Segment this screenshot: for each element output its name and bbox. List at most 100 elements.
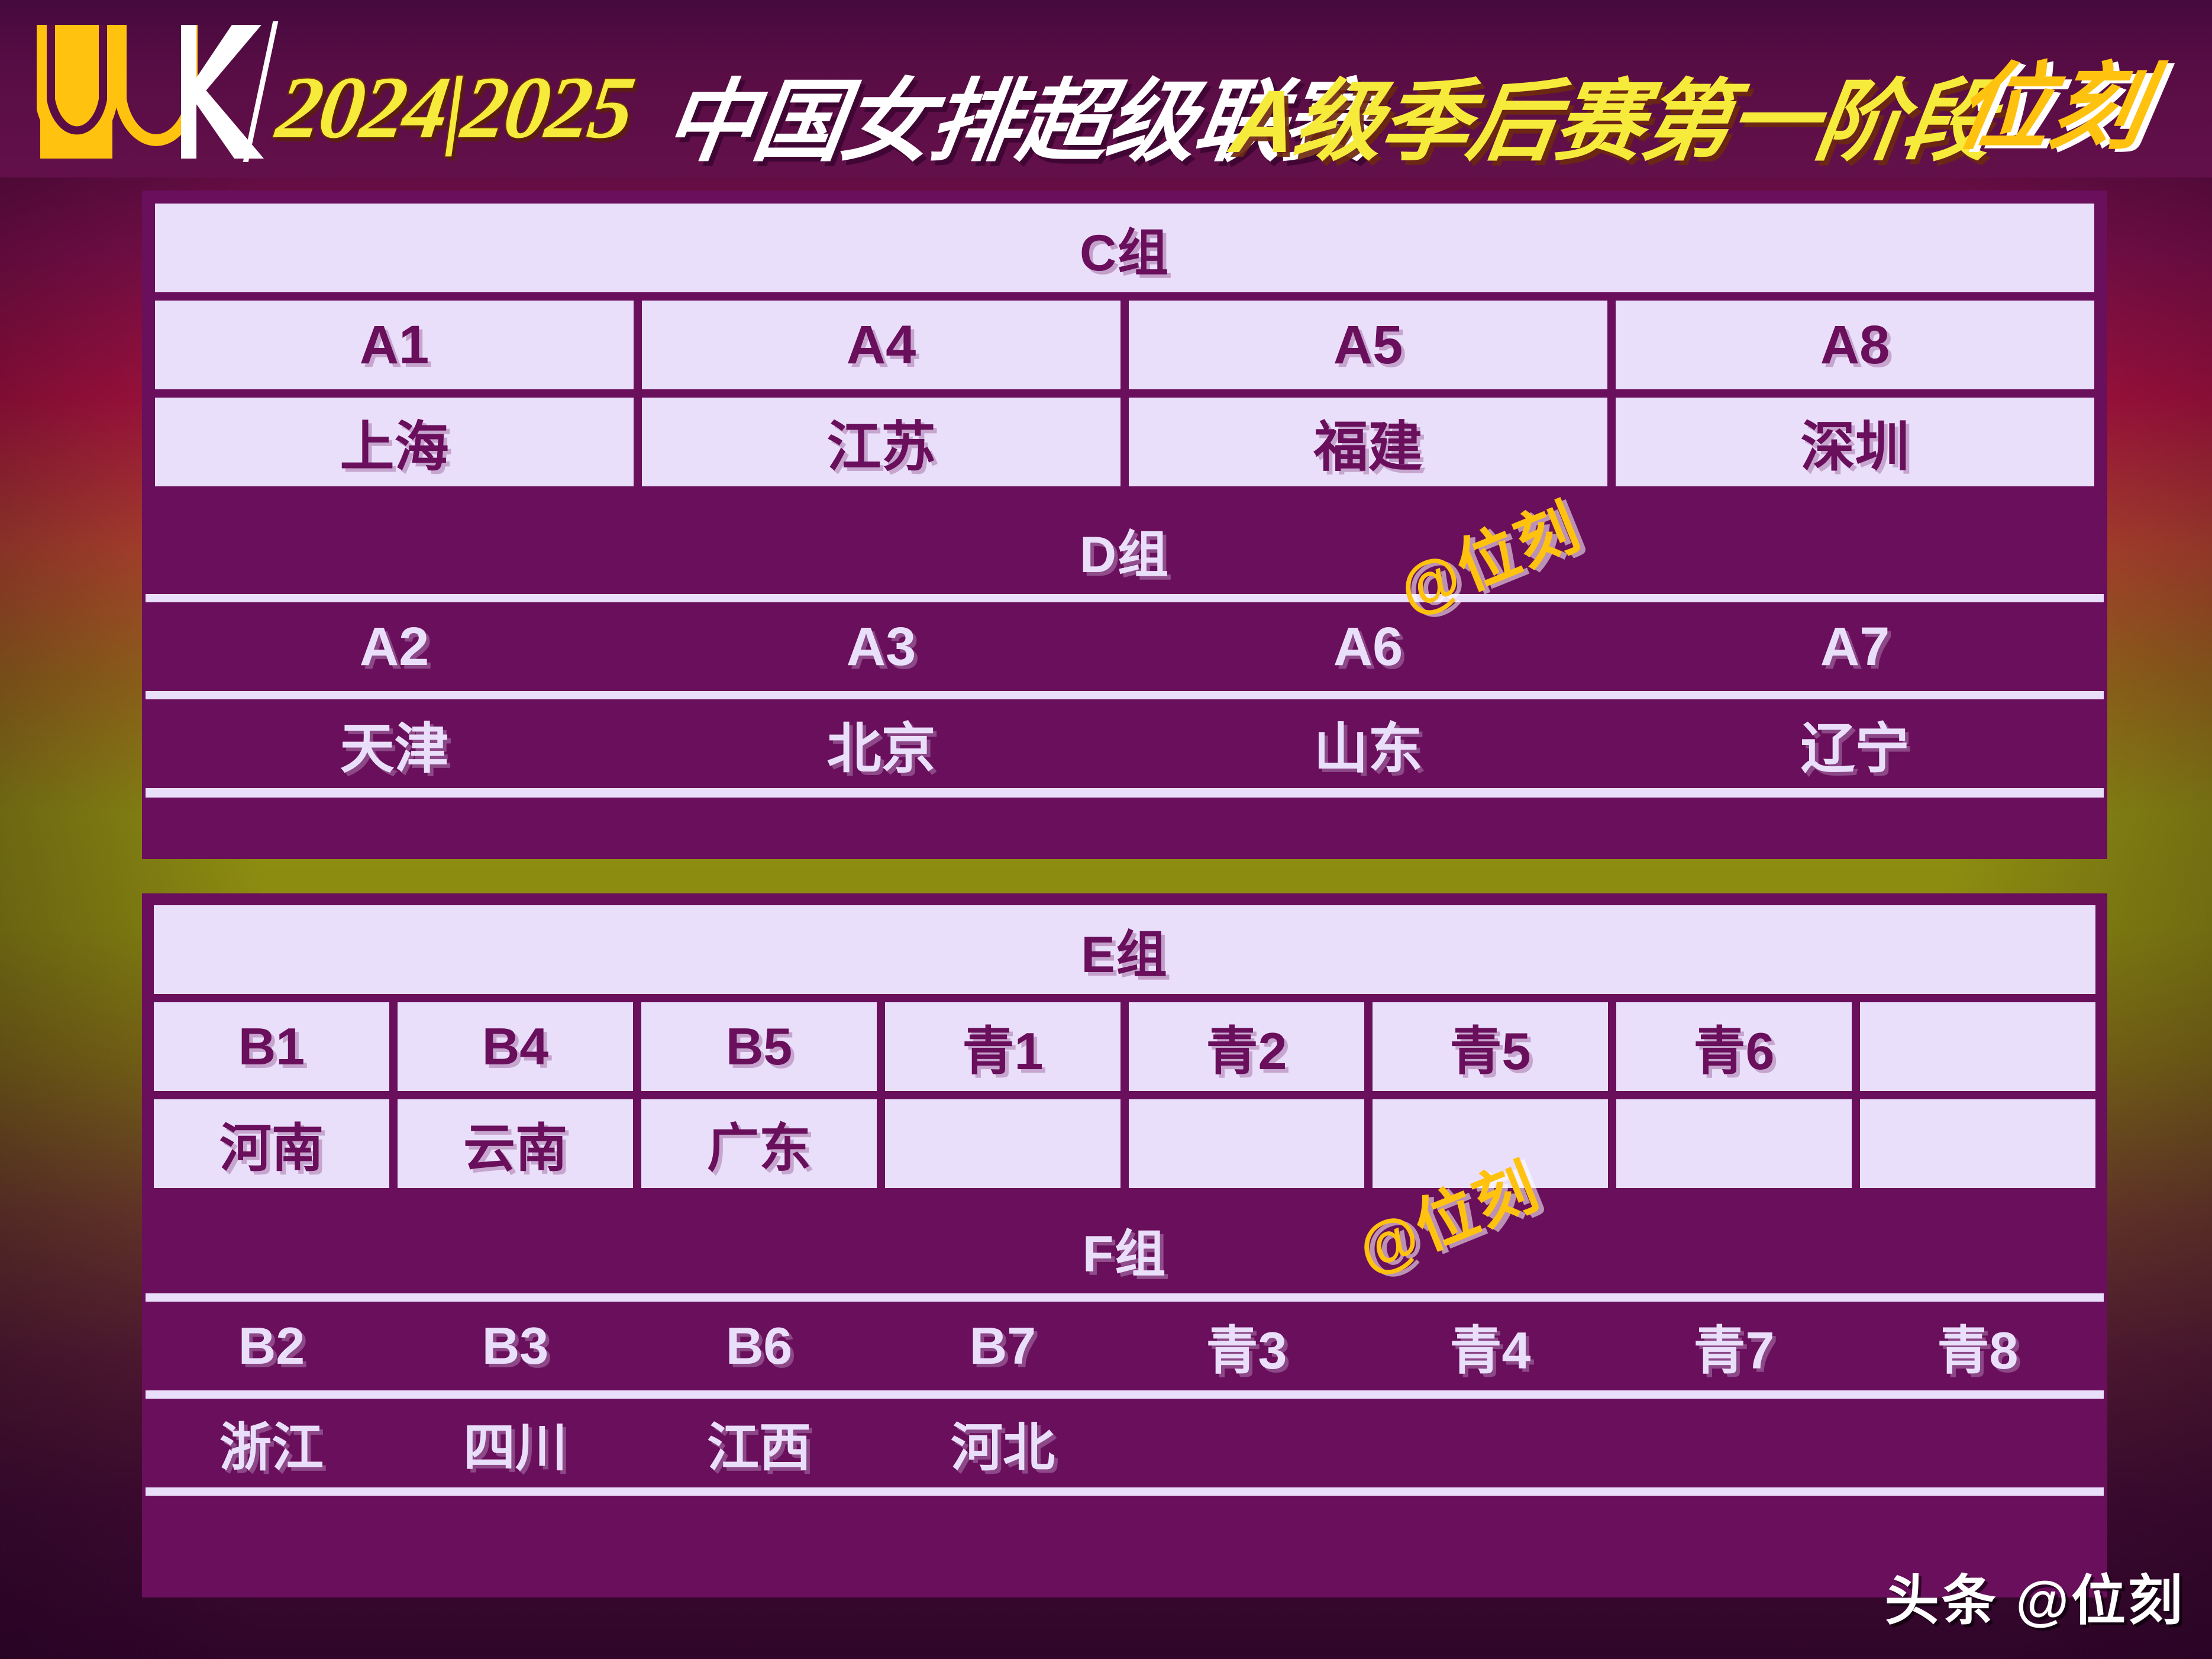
seed-label: 青8 <box>1937 1321 2019 1380</box>
seed-cell: A7 <box>1616 602 2094 691</box>
group-bottom-pad <box>146 1188 2104 1196</box>
seed-cell: A8 <box>1616 301 2094 389</box>
seed-label: B5 <box>725 1017 793 1076</box>
watermark-credit: 头条 @位刻 <box>1884 1571 2185 1631</box>
seed-row: B1 B4 B5 青1 青2 青5 青6 <box>146 1002 2104 1091</box>
team-label: 四川 <box>463 1418 567 1477</box>
seed-label: 青4 <box>1449 1321 1531 1380</box>
team-row: 浙江 四川 江西 河北 <box>146 1399 2104 1487</box>
row-divider <box>146 292 2104 301</box>
brand-logo-text: 位刻 <box>1947 54 2156 160</box>
stage-title: A级季后赛第一阶段 <box>1225 72 1998 171</box>
team-cell <box>1373 1399 1608 1487</box>
seed-label: 青6 <box>1693 1021 1775 1080</box>
team-label: 上海 <box>340 417 449 477</box>
team-cell: 福建 <box>1129 398 1607 486</box>
team-cell: 云南 <box>398 1099 633 1188</box>
seed-cell: A5 <box>1129 301 1607 389</box>
team-label: 云南 <box>463 1118 567 1177</box>
team-cell: 天津 <box>155 699 634 788</box>
seed-cell: B7 <box>885 1302 1120 1390</box>
team-label: 辽宁 <box>1800 718 1910 779</box>
seed-cell: 青6 <box>1616 1002 1852 1091</box>
team-cell: 上海 <box>155 398 634 486</box>
seed-cell: A4 <box>642 301 1120 389</box>
row-divider <box>146 994 2104 1002</box>
team-label: 福建 <box>1313 417 1423 477</box>
group-name-label: C组 <box>1079 224 1170 282</box>
seed-label: B2 <box>238 1316 305 1375</box>
seed-label: 青1 <box>962 1021 1044 1080</box>
team-label: 浙江 <box>219 1418 324 1477</box>
seed-cell: 青2 <box>1129 1002 1364 1091</box>
seed-label: A7 <box>1820 616 1890 677</box>
seed-cell: 青1 <box>885 1002 1120 1091</box>
seed-label: A8 <box>1820 314 1890 375</box>
seed-label: A1 <box>359 314 430 375</box>
seed-cell: B4 <box>398 1002 633 1091</box>
seed-cell: 青4 <box>1373 1302 1608 1390</box>
seed-row: A1 A4 A5 A8 <box>146 301 2104 389</box>
group-name-label: D组 <box>1079 526 1170 583</box>
seed-cell: A2 <box>155 602 634 691</box>
team-label: 江西 <box>706 1418 811 1477</box>
group-header-C组: C组 <box>155 204 2094 292</box>
team-row: 天津 北京 山东 辽宁 <box>146 699 2104 788</box>
header-banner: 2024|2025 中国女排超级联赛 A级季后赛第一阶段 位刻 <box>0 0 2212 177</box>
team-row: 河南 云南 广东 <box>146 1099 2104 1188</box>
seed-cell: 青3 <box>1129 1302 1364 1390</box>
row-divider <box>146 1390 2104 1399</box>
team-label: 江苏 <box>826 417 936 477</box>
seed-cell: A3 <box>642 602 1120 691</box>
seed-cell: B6 <box>641 1302 877 1390</box>
row-divider <box>146 389 2104 398</box>
team-cell <box>885 1099 1120 1188</box>
team-cell <box>1860 1399 2095 1487</box>
team-label: 河北 <box>950 1418 1055 1477</box>
season-label: 2024|2025 <box>270 57 639 158</box>
uuk-logo <box>37 22 273 162</box>
group-header-E组: E组 <box>154 905 2095 994</box>
seed-cell: 青7 <box>1616 1302 1852 1390</box>
seed-label: A2 <box>359 616 430 677</box>
team-label: 山东 <box>1313 718 1423 779</box>
team-cell <box>1129 1399 1364 1487</box>
team-label: 广东 <box>706 1118 811 1177</box>
seed-label: 青5 <box>1449 1021 1531 1080</box>
team-cell: 深圳 <box>1616 398 2094 486</box>
row-divider <box>146 594 2104 602</box>
team-cell: 山东 <box>1129 699 1607 788</box>
seed-cell: B5 <box>641 1002 877 1091</box>
group-name-label: F组 <box>1082 1225 1167 1283</box>
team-cell: 河北 <box>885 1399 1120 1487</box>
seed-label: 青3 <box>1206 1321 1287 1380</box>
team-row: 上海 江苏 福建 深圳 <box>146 398 2104 486</box>
team-cell <box>1616 1099 1852 1188</box>
seed-row: B2 B3 B6 B7 青3 青4 青7 青8 <box>146 1302 2104 1390</box>
team-label: 北京 <box>826 718 936 779</box>
team-cell: 浙江 <box>154 1399 389 1487</box>
group-name-label: E组 <box>1081 926 1168 983</box>
team-cell: 江苏 <box>642 398 1120 486</box>
seed-label: A3 <box>846 616 916 677</box>
group-bottom-pad <box>146 788 2104 798</box>
table-ef: E组 B1 B4 B5 青1 青2 青5 青6 河南 云南 广东 F组 B2 B3 B6 B7 青3 青4 青7 青8… <box>142 893 2107 1597</box>
team-label: 深圳 <box>1800 417 1910 477</box>
team-cell <box>1860 1099 2095 1188</box>
team-cell: 江西 <box>641 1399 877 1487</box>
team-cell: 河南 <box>154 1099 389 1188</box>
seed-cell: 青8 <box>1860 1302 2095 1390</box>
team-cell: 四川 <box>398 1399 633 1487</box>
seed-label: A6 <box>1333 616 1403 677</box>
seed-label: A5 <box>1333 314 1403 375</box>
team-cell: 广东 <box>641 1099 877 1188</box>
group-header-F组: F组 <box>154 1205 2095 1293</box>
seed-label: 青2 <box>1206 1021 1287 1080</box>
seed-label: B6 <box>725 1316 793 1375</box>
group-bottom-pad <box>146 1487 2104 1496</box>
team-cell <box>1129 1099 1364 1188</box>
seed-row: A2 A3 A6 A7 <box>146 602 2104 691</box>
row-divider <box>146 1091 2104 1099</box>
row-divider <box>146 1293 2104 1302</box>
seed-cell: B1 <box>154 1002 389 1091</box>
